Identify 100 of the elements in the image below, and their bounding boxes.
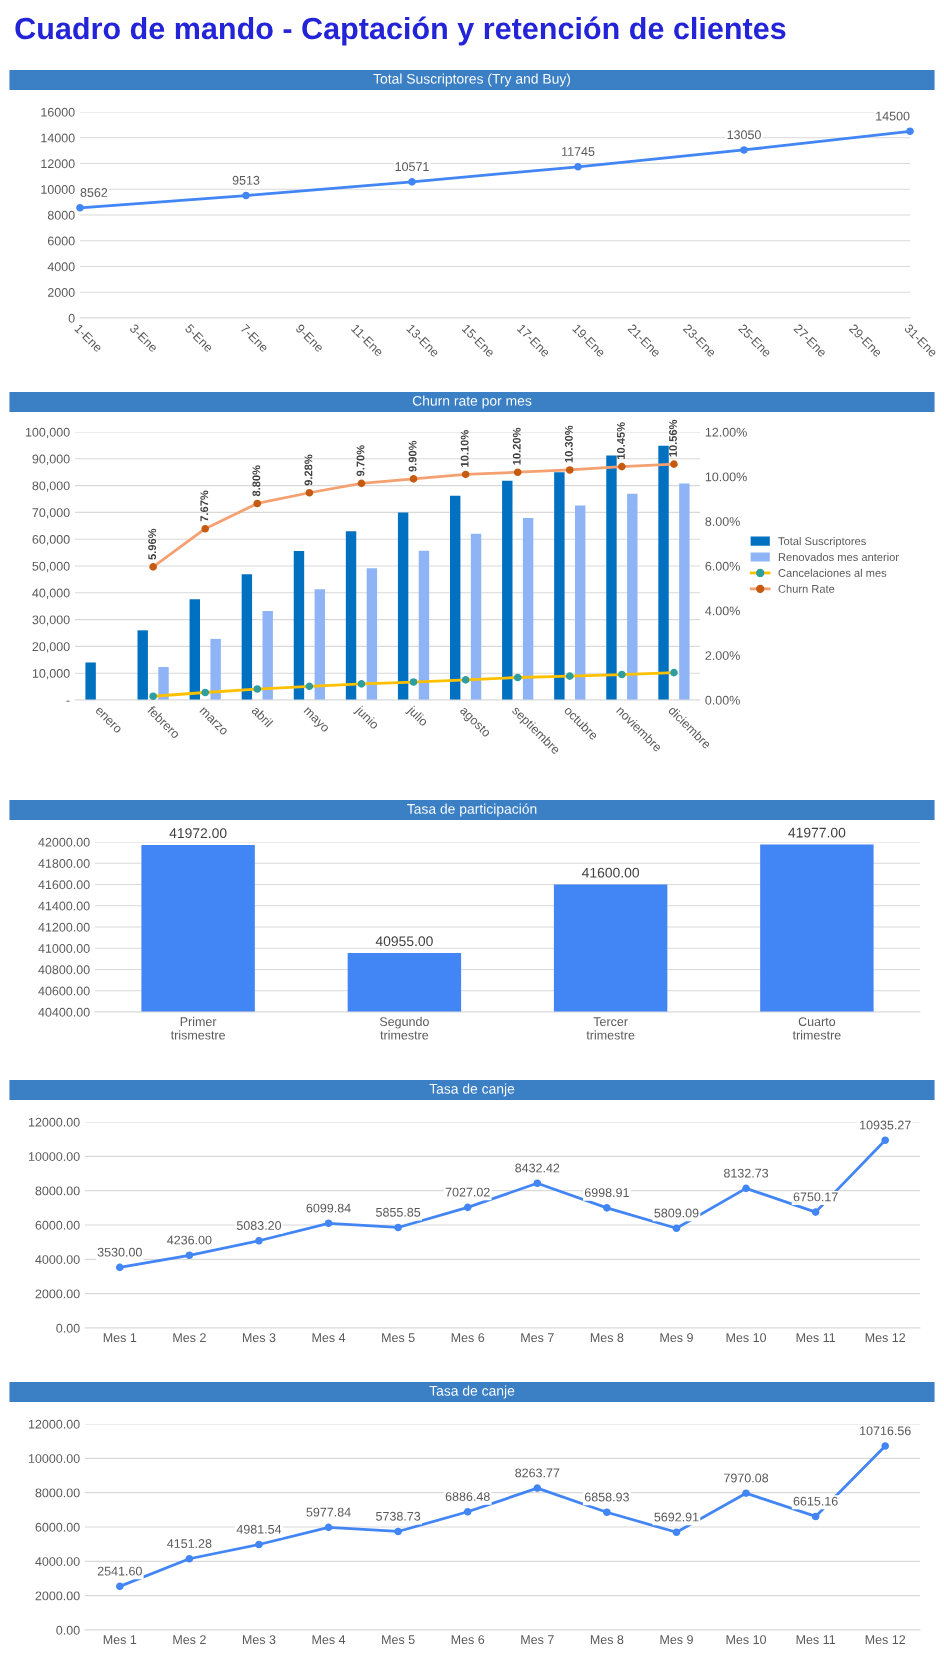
point <box>185 1554 194 1563</box>
y2-tick-label: 2.00% <box>705 651 740 660</box>
bar <box>314 589 325 700</box>
point <box>357 479 366 488</box>
data-label: 8.80% <box>252 465 261 497</box>
bar <box>450 495 461 700</box>
x-tick-label: Cuarto trimestre <box>792 1017 841 1040</box>
y-tick-label: 8000.00 <box>35 1186 80 1196</box>
point <box>463 1203 472 1212</box>
x-tick-label: Mes 3 <box>242 1635 276 1645</box>
x-tick-label: Mes 8 <box>590 1333 624 1343</box>
data-label: 2541.60 <box>97 1566 142 1576</box>
chart-title: Tasa de participación <box>407 803 537 817</box>
x-tick-label: Mes 1 <box>103 1333 137 1343</box>
point <box>242 191 250 200</box>
point <box>811 1208 820 1216</box>
point <box>255 1540 263 1549</box>
y-tick-label: 6000 <box>47 236 75 246</box>
y-tick-label: 12000 <box>41 159 75 169</box>
point <box>463 1507 472 1516</box>
y2-tick-label: 0.00% <box>705 695 740 705</box>
bar <box>137 630 148 700</box>
y-tick-label: 0.00 <box>56 1323 80 1333</box>
point <box>461 676 470 684</box>
y-tick-label: 40,000 <box>32 588 70 599</box>
data-label: 9.70% <box>356 445 365 477</box>
data-label: 6750.17 <box>793 1192 838 1202</box>
point <box>201 524 210 533</box>
chart-title: Tasa de canje <box>429 1083 515 1097</box>
point <box>618 462 626 471</box>
y-tick-label: 41600.00 <box>38 880 90 890</box>
data-label: 5977.84 <box>306 1507 351 1517</box>
y-tick-label: 30,000 <box>32 615 70 626</box>
legend-label: Total Suscriptores <box>778 536 866 548</box>
y2-tick-label: 6.00% <box>705 561 740 571</box>
x-tick-label: Mes 11 <box>796 1333 836 1343</box>
y-tick-label: 0 <box>68 313 75 323</box>
x-tick-label: Mes 9 <box>660 1333 693 1343</box>
point <box>324 1219 333 1228</box>
y-tick-label: 80,000 <box>32 481 70 492</box>
data-label: 5855.85 <box>376 1207 421 1217</box>
point <box>149 563 157 571</box>
y-tick-label: 40400.00 <box>38 1007 90 1017</box>
y-tick-label: 41400.00 <box>38 901 90 911</box>
y-tick-label: 60,000 <box>32 535 70 546</box>
legend-label: Cancelaciones al mes <box>778 568 887 577</box>
y2-tick-label: 12.00% <box>705 427 747 437</box>
bar <box>241 574 253 700</box>
bar <box>502 480 513 700</box>
point <box>305 488 314 497</box>
bar <box>418 550 430 700</box>
point <box>672 1224 681 1233</box>
data-label: 5692.91 <box>654 1512 699 1522</box>
data-label: 10571 <box>395 162 429 172</box>
point <box>115 1582 124 1591</box>
y-tick-label: 2000.00 <box>35 1591 80 1601</box>
point <box>742 1489 750 1497</box>
x-tick-label: Mes 5 <box>382 1635 415 1645</box>
x-tick-label: Mes 9 <box>660 1635 693 1645</box>
bar <box>470 533 482 700</box>
data-label: 41977.00 <box>788 827 846 838</box>
y-tick-label: 10000.00 <box>28 1152 80 1161</box>
point <box>408 178 416 186</box>
bar <box>210 638 221 700</box>
data-label: 3530.00 <box>97 1247 142 1257</box>
x-tick-label: Mes 6 <box>451 1635 485 1645</box>
data-label: 6099.84 <box>306 1203 351 1213</box>
x-tick-label: abril <box>251 705 274 728</box>
point <box>461 470 470 479</box>
point <box>149 692 157 701</box>
point <box>533 1179 542 1188</box>
text: Cuadro de mando - Captación y retención de clientes <box>15 16 786 46</box>
chart-title: Tasa de canje <box>429 1385 515 1399</box>
point <box>357 680 366 688</box>
data-label: 6886.48 <box>445 1492 490 1501</box>
point <box>565 672 574 680</box>
point <box>881 1136 890 1145</box>
data-label: 10.45% <box>616 422 625 459</box>
bar <box>397 512 409 700</box>
y-tick-label: 6000.00 <box>35 1220 80 1230</box>
data-label: 10.10% <box>460 430 469 467</box>
point <box>742 1184 750 1193</box>
bar <box>189 599 200 700</box>
legend-label: Renovados mes anterior <box>778 552 899 562</box>
y-tick-label: 41000.00 <box>38 944 90 953</box>
y-tick-label: 2000 <box>47 288 75 297</box>
y-tick-label: 6000.00 <box>35 1522 80 1532</box>
data-label: 5809.09 <box>654 1208 699 1218</box>
x-tick-label: Mes 3 <box>242 1333 276 1343</box>
y-tick-label: 70,000 <box>32 508 70 519</box>
bar <box>554 472 565 700</box>
y-tick-label: 4000 <box>47 262 75 272</box>
y-tick-label: 4000.00 <box>35 1255 80 1264</box>
y-tick-label: 10000.00 <box>28 1454 80 1463</box>
data-label: 4981.54 <box>236 1524 282 1534</box>
x-tick-label: julio <box>405 704 429 729</box>
y-tick-label: 14000 <box>41 133 75 143</box>
data-label: 8562 <box>80 188 108 197</box>
data-label: 7.67% <box>200 490 209 522</box>
chart-title: Churn rate por mes <box>412 395 532 409</box>
